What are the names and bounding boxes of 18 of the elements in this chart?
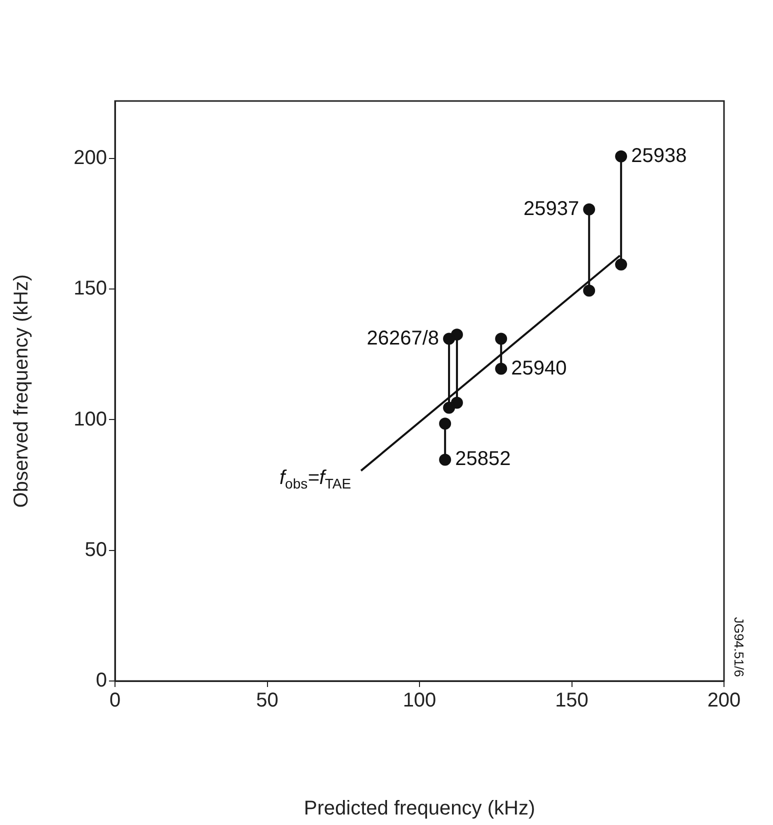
x-tick-label: 100	[402, 690, 436, 712]
x-tick-label: 200	[707, 690, 741, 712]
y-tick-label: 0	[96, 670, 107, 692]
x-tick-label: 150	[555, 690, 588, 712]
x-tick-label: 50	[256, 690, 278, 712]
y-tick-label: 200	[74, 146, 107, 169]
annotation: 26267/8	[366, 327, 440, 350]
y-tick-label: 150	[74, 278, 107, 300]
annotation: 25938	[631, 144, 687, 167]
y-axis-title: Observed frequency (kHz)	[10, 274, 33, 508]
x-tick-label: 0	[109, 690, 121, 712]
annotation: 25852	[455, 448, 511, 470]
y-tick-label: 100	[74, 408, 107, 430]
y-tick-label: 50	[84, 538, 107, 561]
x-axis-title: Predicted frequency (kHz)	[304, 798, 536, 820]
annotation: 25937	[523, 198, 580, 220]
text: JG94.51/6	[731, 617, 746, 677]
annotation: 25940	[511, 357, 567, 380]
